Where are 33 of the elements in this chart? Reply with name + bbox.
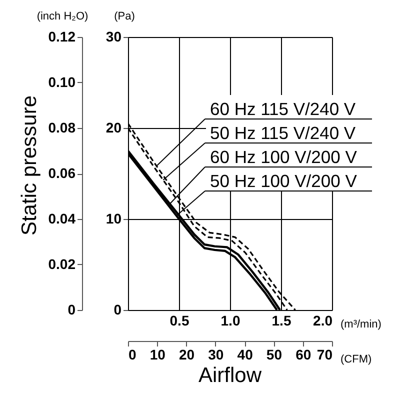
x-tick-label: 1.5 bbox=[272, 312, 292, 328]
legend-label: 50 Hz 100 V/200 V bbox=[210, 171, 358, 191]
y2-tick-label: 0.02 bbox=[48, 256, 76, 272]
x-tick-label: 1.0 bbox=[220, 312, 240, 328]
y2-tick-label: 0.04 bbox=[48, 210, 76, 226]
y2-tick-label: 0.10 bbox=[48, 74, 76, 90]
x2-tick-label: 0 bbox=[128, 346, 136, 362]
y2-tick-label: 0 bbox=[68, 302, 76, 318]
x-axis-title: (m³/min) bbox=[340, 318, 382, 330]
x2-tick-label: 70 bbox=[316, 346, 333, 362]
x2-axis-title: (CFM) bbox=[340, 354, 372, 366]
text: Airflow bbox=[198, 364, 262, 387]
x-tick-label: 0.5 bbox=[170, 312, 190, 328]
legend-label: 60 Hz 100 V/200 V bbox=[210, 147, 358, 167]
y-axis-title: (Pa) bbox=[114, 10, 135, 22]
y-tick-label: 20 bbox=[106, 120, 122, 136]
text: Static pressure bbox=[18, 95, 41, 236]
y-tick-label: 10 bbox=[106, 210, 122, 226]
x2-tick-label: 30 bbox=[208, 346, 224, 362]
text: 50 Hz 115 V/240 V bbox=[210, 123, 356, 143]
x-tick-label: 2.0 bbox=[313, 312, 333, 328]
y2-tick-label: 0.06 bbox=[48, 165, 76, 181]
y-tick-label: 0 bbox=[114, 302, 122, 318]
y2-axis-title: (inch H₂O) bbox=[36, 10, 88, 22]
x2-tick-label: 40 bbox=[237, 346, 254, 362]
x2-tick-label: 50 bbox=[266, 346, 282, 362]
y2-tick-label: 0.12 bbox=[48, 28, 76, 44]
x2-tick-label: 60 bbox=[296, 346, 312, 362]
y2-tick-label: 0.08 bbox=[48, 120, 76, 136]
text: 60 Hz 115 V/240 V bbox=[210, 99, 356, 119]
x2-tick-label: 20 bbox=[178, 346, 195, 362]
y-tick-label: 30 bbox=[106, 28, 122, 44]
x2-tick-label: 10 bbox=[150, 346, 166, 362]
